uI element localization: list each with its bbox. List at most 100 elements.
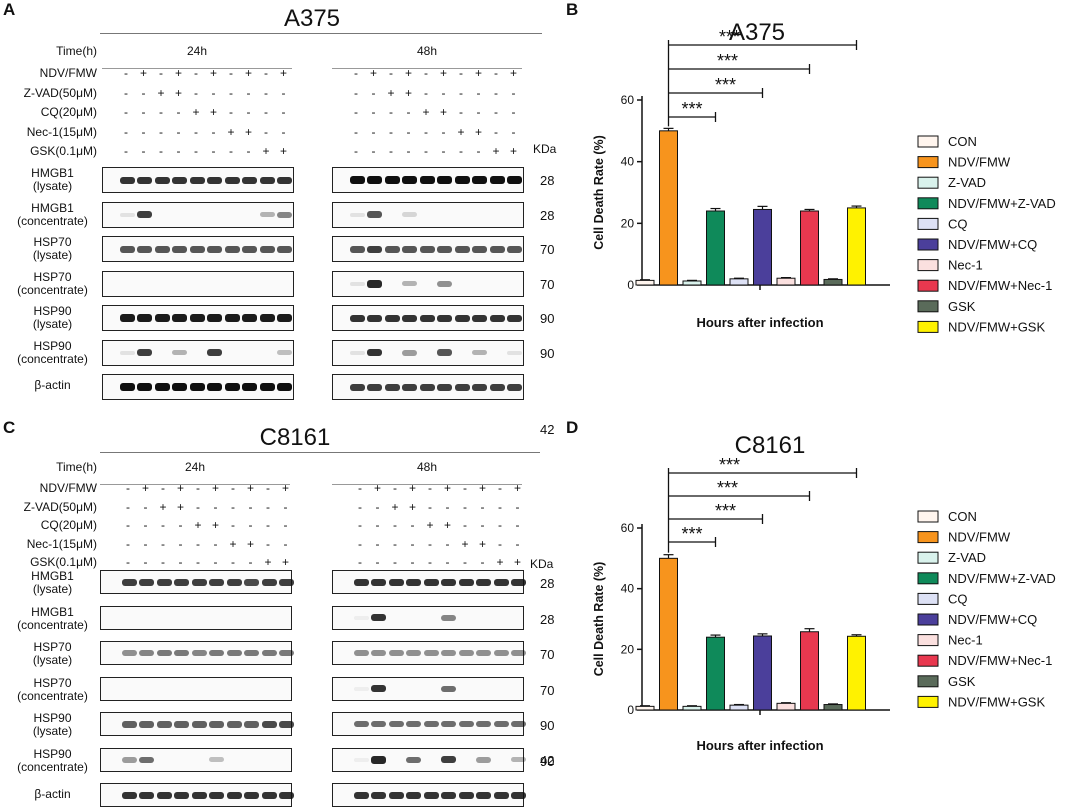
title-rule (100, 452, 540, 453)
blot-strip (332, 167, 524, 193)
treatment-label: Nec-1(15μM) (26, 536, 97, 551)
time-group-rule (100, 484, 290, 485)
protein-band (244, 791, 259, 799)
protein-band (349, 350, 365, 355)
protein-band (476, 650, 491, 656)
treatment-sign: - (498, 536, 502, 551)
protein-band (139, 650, 154, 656)
treatment-sign: - (375, 536, 380, 551)
molecular-weight: 28 (540, 576, 555, 591)
treatment-sign: - (176, 105, 181, 119)
bar-chart-c8161: C8161 0 20 40 60 Cell Death Rate (%) Hours aft… (592, 432, 1056, 753)
kda-label: KDa (530, 557, 554, 571)
molecular-weight: 28 (540, 173, 555, 188)
protein-band (154, 245, 170, 253)
treatment-sign: - (463, 481, 467, 495)
protein-name: HMGB1 (31, 604, 74, 619)
treatment-sign: - (161, 536, 165, 551)
treatment-sign: + (211, 481, 219, 495)
protein-band (371, 721, 386, 727)
y-tick-label: 60 (621, 93, 635, 107)
protein-band (119, 212, 135, 217)
protein-band (406, 721, 421, 727)
bar-ndv-fmw (659, 130, 678, 286)
protein-band (489, 176, 505, 184)
protein-band (244, 650, 259, 656)
protein-band (458, 791, 474, 799)
treatment-sign: - (229, 105, 233, 119)
treatment-sign: - (143, 499, 148, 514)
blot-strip (332, 374, 524, 400)
protein-band (458, 721, 474, 727)
legend-label: NDV/FMW+GSK (948, 319, 1045, 334)
protein-band (119, 383, 135, 391)
treatment-sign: - (141, 85, 146, 100)
blot-strip (332, 712, 526, 736)
time-group-label: 24h (186, 44, 208, 58)
treatment-sign: - (389, 144, 393, 158)
treatment-sign: - (124, 105, 128, 119)
protein-fraction: (concentrate) (17, 617, 88, 632)
protein-band (476, 791, 491, 799)
protein-name: HMGB1 (31, 200, 74, 215)
protein-band (154, 176, 170, 184)
legend-label: Nec-1 (948, 633, 983, 648)
protein-band (261, 791, 277, 799)
time-label: Time(h) (56, 460, 97, 474)
treatment-sign: - (358, 536, 362, 551)
molecular-weight: 70 (540, 647, 555, 662)
protein-band (174, 578, 189, 586)
treatment-sign: - (459, 144, 463, 158)
treatment-sign: + (279, 144, 287, 158)
treatment-sign: - (410, 518, 415, 532)
treatment-sign: - (266, 499, 270, 514)
protein-band (472, 245, 487, 253)
protein-band (493, 578, 509, 586)
protein-band (139, 578, 154, 586)
bar-ndv-fmw-nec-1 (800, 631, 819, 711)
protein-band (172, 314, 187, 322)
bar-ndv-fmw-gsk (847, 207, 866, 286)
protein-band (371, 578, 386, 586)
protein-band (191, 578, 207, 586)
bar-gsk (823, 704, 843, 711)
treatment-sign: - (194, 144, 198, 158)
legend-swatch (917, 572, 939, 585)
legend-swatch (917, 197, 939, 210)
treatment-sign: - (141, 144, 146, 158)
treatment-sign: - (459, 85, 463, 100)
treatment-sign: - (126, 518, 130, 532)
legend-label: NDV/FMW+Nec-1 (948, 278, 1052, 293)
protein-band (349, 212, 365, 217)
protein-band (367, 279, 382, 288)
treatment-sign: - (480, 555, 485, 569)
treatment-sign: - (266, 481, 270, 495)
treatment-sign: - (515, 518, 520, 532)
bar-con (635, 705, 655, 711)
treatment-sign: - (176, 144, 181, 158)
protein-label: HSP90 (lysate) (0, 712, 105, 738)
protein-band (402, 176, 417, 184)
treatment-sign: - (494, 85, 498, 100)
protein-band (154, 314, 170, 322)
treatment-label: CQ(20μM) (40, 518, 97, 532)
treatment-sign: - (393, 481, 397, 495)
protein-band (367, 383, 382, 391)
blot-strip (332, 270, 524, 297)
treatment-sign: - (143, 518, 148, 532)
protein-band (367, 211, 382, 218)
treatment-sign: - (194, 124, 198, 139)
protein-band (209, 791, 224, 799)
molecular-weight: 90 (540, 718, 555, 733)
x-axis-label: Hours after infection (696, 738, 823, 753)
protein-band (349, 314, 365, 322)
protein-band (189, 383, 205, 391)
treatment-sign: - (246, 105, 251, 119)
legend-label: CQ (948, 591, 968, 606)
treatment-sign: + (211, 518, 219, 532)
bar-ndv-fmw-z-vad (706, 210, 725, 286)
significance-stars: *** (681, 524, 702, 544)
treatment-sign: - (283, 518, 288, 532)
treatment-sign: - (124, 66, 128, 80)
protein-band (174, 791, 189, 799)
